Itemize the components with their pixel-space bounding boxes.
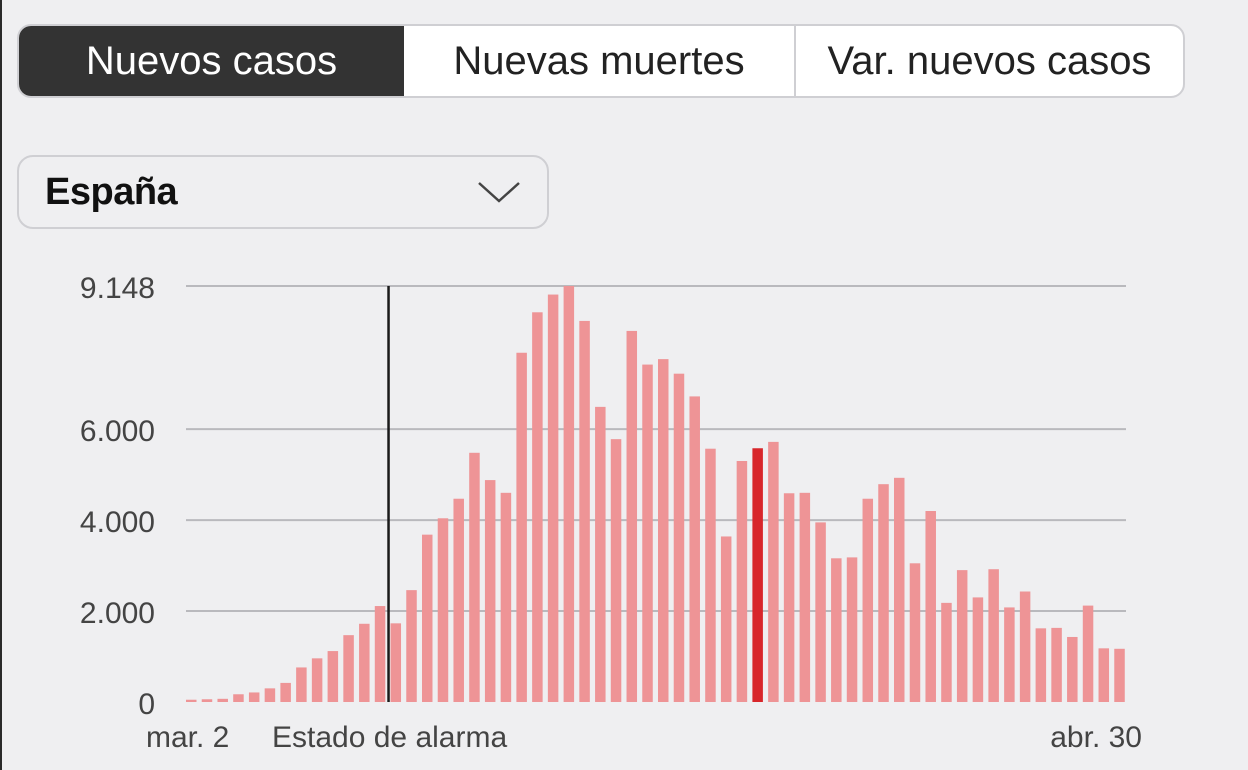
data-bar bbox=[1114, 648, 1125, 702]
tab-var-nuevos-casos[interactable]: Var. nuevos casos bbox=[827, 38, 1152, 83]
data-bar bbox=[988, 569, 999, 702]
region-select-value: España bbox=[45, 171, 178, 213]
data-bar bbox=[437, 518, 449, 702]
y-tick-label: 4.000 bbox=[80, 506, 155, 539]
data-bar bbox=[878, 484, 889, 702]
data-bar bbox=[469, 452, 480, 702]
tab-nuevas-muertes[interactable]: Nuevas muertes bbox=[404, 26, 796, 96]
highlighted-bar bbox=[752, 448, 763, 702]
x-start-label: mar. 2 bbox=[146, 721, 229, 754]
data-bar bbox=[359, 623, 370, 702]
data-bar bbox=[327, 651, 339, 702]
data-bar bbox=[500, 492, 512, 702]
data-bar bbox=[453, 498, 464, 702]
data-bar bbox=[972, 597, 984, 702]
y-tick-label: 0 bbox=[138, 688, 155, 721]
data-bar bbox=[1004, 607, 1015, 702]
data-bar bbox=[689, 396, 700, 702]
data-bar bbox=[264, 688, 276, 702]
left-edge-border bbox=[0, 0, 2, 770]
data-bar bbox=[217, 698, 228, 702]
data-bar bbox=[296, 667, 307, 702]
data-bar bbox=[311, 658, 323, 702]
x-end-label: abr. 30 bbox=[1050, 721, 1142, 754]
data-bar bbox=[1035, 628, 1047, 702]
y-tick-label: 6.000 bbox=[80, 415, 155, 448]
data-bar bbox=[925, 511, 936, 702]
data-bar bbox=[720, 536, 732, 702]
y-tick-label: 2.000 bbox=[80, 597, 155, 630]
data-bar bbox=[516, 352, 527, 702]
data-bar bbox=[374, 606, 386, 702]
data-bar bbox=[343, 635, 354, 702]
data-bar bbox=[642, 364, 653, 702]
data-bar bbox=[233, 694, 244, 702]
data-bar bbox=[862, 498, 874, 702]
data-bar bbox=[579, 320, 590, 702]
tab-nuevos-casos[interactable]: Nuevos casos bbox=[19, 26, 404, 96]
data-bar bbox=[1098, 648, 1110, 702]
data-bar bbox=[768, 441, 779, 702]
chevron-down-icon bbox=[478, 182, 520, 203]
data-bar bbox=[783, 493, 795, 702]
data-bar bbox=[280, 682, 291, 702]
data-bar bbox=[201, 699, 213, 702]
data-bar bbox=[422, 534, 433, 702]
data-bar bbox=[1051, 627, 1062, 702]
data-bar bbox=[626, 330, 638, 702]
data-bar bbox=[186, 699, 197, 702]
data-bar bbox=[909, 563, 921, 702]
data-bar bbox=[406, 590, 417, 702]
data-bar bbox=[736, 460, 748, 702]
data-bar bbox=[547, 294, 559, 702]
new-cases-chart: 0 2.000 4.000 6.000 9.148 mar. 2 Estado de ala… bbox=[80, 272, 1142, 754]
data-bar bbox=[831, 558, 842, 702]
data-bar bbox=[894, 477, 905, 702]
data-bar bbox=[390, 623, 402, 702]
metric-tabs: Nuevos casos Nuevas muertes Var. nuevos … bbox=[17, 24, 1185, 98]
data-bar bbox=[941, 602, 952, 702]
data-bar bbox=[484, 480, 496, 702]
annotation-label: Estado de alarma bbox=[272, 721, 507, 754]
y-tick-label: 9.148 bbox=[80, 272, 155, 305]
data-bar bbox=[532, 312, 543, 702]
data-bar bbox=[610, 439, 622, 702]
data-bar bbox=[815, 522, 826, 702]
data-bar bbox=[956, 570, 968, 702]
data-bar bbox=[658, 359, 669, 702]
data-bar bbox=[563, 286, 575, 702]
data-bar bbox=[1082, 605, 1094, 702]
data-bar bbox=[1067, 636, 1078, 702]
data-bar bbox=[248, 692, 260, 702]
data-bar bbox=[846, 557, 858, 702]
data-bar bbox=[799, 492, 811, 702]
data-bar bbox=[673, 373, 685, 702]
data-bar bbox=[1019, 591, 1031, 702]
data-bar bbox=[705, 448, 716, 702]
region-select[interactable]: España bbox=[17, 155, 549, 229]
data-bar bbox=[595, 406, 606, 702]
